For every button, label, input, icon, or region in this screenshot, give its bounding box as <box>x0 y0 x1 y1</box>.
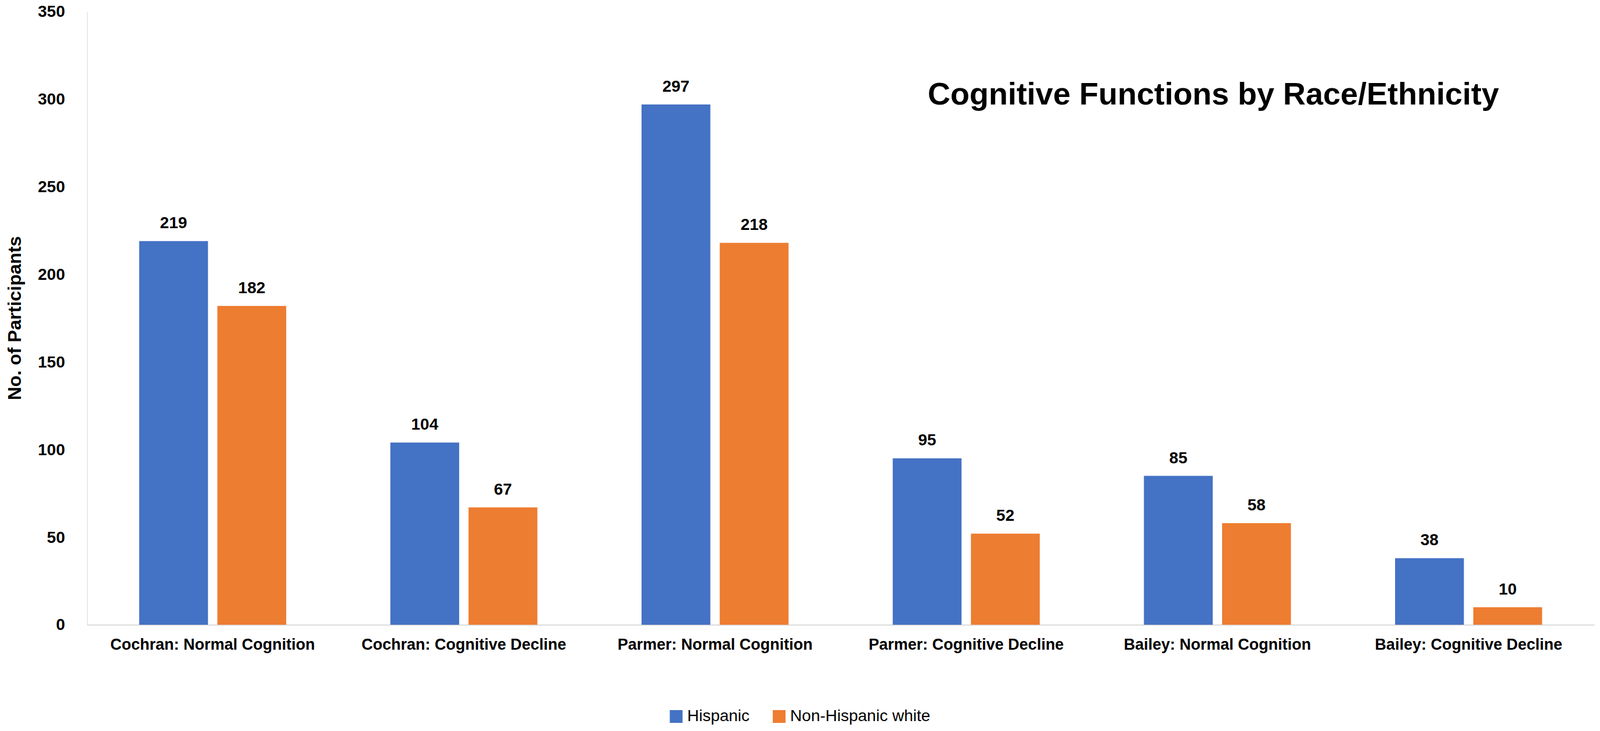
x-tick: Parmer: Cognitive Decline <box>868 624 1064 654</box>
y-tick: 150 <box>37 352 88 371</box>
plot: 0 50 100 150 200 250 300 350 Cochran: Normal Cog… <box>37 2 1595 654</box>
bar <box>468 507 538 625</box>
x-tick-label: Parmer: Normal Cognition <box>617 635 813 654</box>
data-label: 52 <box>996 506 1015 525</box>
legend: Hispanic Non-Hispanic white <box>669 706 931 725</box>
legend-item: Hispanic <box>669 706 750 725</box>
y-tick-label: 150 <box>37 352 66 371</box>
legend-swatch <box>669 710 683 723</box>
y-axis-line <box>87 12 88 626</box>
x-tick-label: Bailey: Normal Cognition <box>1123 635 1312 654</box>
legend-label: Hispanic <box>687 706 750 725</box>
bar <box>1143 476 1213 625</box>
y-tick: 250 <box>37 177 88 196</box>
data-label: 95 <box>917 430 936 449</box>
data-label: 182 <box>238 278 266 297</box>
data-label: 104 <box>411 415 439 434</box>
y-tick-label: 250 <box>37 177 66 196</box>
x-axis-line <box>87 624 1595 626</box>
x-tick: Cochran: Normal Cognition <box>110 624 316 654</box>
y-tick-label: 100 <box>37 440 66 459</box>
x-tick-label: Cochran: Cognitive Decline <box>361 635 567 654</box>
y-axis-title: No. of Participants <box>4 236 25 401</box>
x-tick: Cochran: Cognitive Decline <box>361 624 567 654</box>
bar <box>1473 607 1543 625</box>
chart-title: Cognitive Functions by Race/Ethnicity <box>927 76 1499 111</box>
bars <box>139 104 1543 625</box>
x-tick: Bailey: Cognitive Decline <box>1374 624 1563 654</box>
bar <box>390 442 460 625</box>
data-label: 219 <box>160 213 188 232</box>
x-axis: Cochran: Normal Cognition Cochran: Cognit… <box>87 624 1595 654</box>
y-tick-label: 50 <box>47 528 66 547</box>
y-tick-label: 350 <box>37 2 66 21</box>
y-tick: 50 <box>47 528 88 547</box>
data-labels: 219 104 297 95 85 38 182 67 218 52 58 10 <box>160 77 1517 598</box>
data-label: 85 <box>1169 448 1188 467</box>
bar <box>139 240 209 625</box>
data-label: 67 <box>494 480 513 499</box>
y-tick: 300 <box>37 89 88 108</box>
data-label: 38 <box>1420 530 1439 549</box>
data-label: 58 <box>1247 495 1266 514</box>
bar <box>719 242 789 625</box>
bar <box>892 458 962 625</box>
y-axis: 0 50 100 150 200 250 300 350 <box>37 2 88 634</box>
bar <box>970 533 1040 625</box>
x-tick: Parmer: Normal Cognition <box>617 624 813 654</box>
legend-label: Non-Hispanic white <box>790 706 931 725</box>
bar <box>217 305 287 625</box>
x-tick: Bailey: Normal Cognition <box>1123 624 1312 654</box>
bar <box>1395 557 1465 625</box>
data-label: 218 <box>740 215 769 234</box>
data-label: 297 <box>662 77 690 96</box>
y-tick-label: 200 <box>37 265 66 284</box>
legend-item: Non-Hispanic white <box>772 706 931 725</box>
legend-swatch <box>772 710 786 723</box>
y-tick: 100 <box>37 440 88 459</box>
bar <box>641 104 711 625</box>
y-tick: 350 <box>37 2 88 21</box>
y-tick: 0 <box>55 615 88 634</box>
data-label: 10 <box>1498 579 1517 598</box>
x-tick-label: Cochran: Normal Cognition <box>110 635 316 654</box>
x-tick-label: Bailey: Cognitive Decline <box>1374 635 1563 654</box>
bar <box>1222 523 1292 625</box>
x-tick-label: Parmer: Cognitive Decline <box>868 635 1064 654</box>
y-tick: 200 <box>37 265 88 284</box>
chart: 0 50 100 150 200 250 300 350 Cochran: Normal Cog… <box>0 0 1600 731</box>
y-tick-label: 0 <box>55 615 66 634</box>
y-tick-label: 300 <box>37 89 66 108</box>
